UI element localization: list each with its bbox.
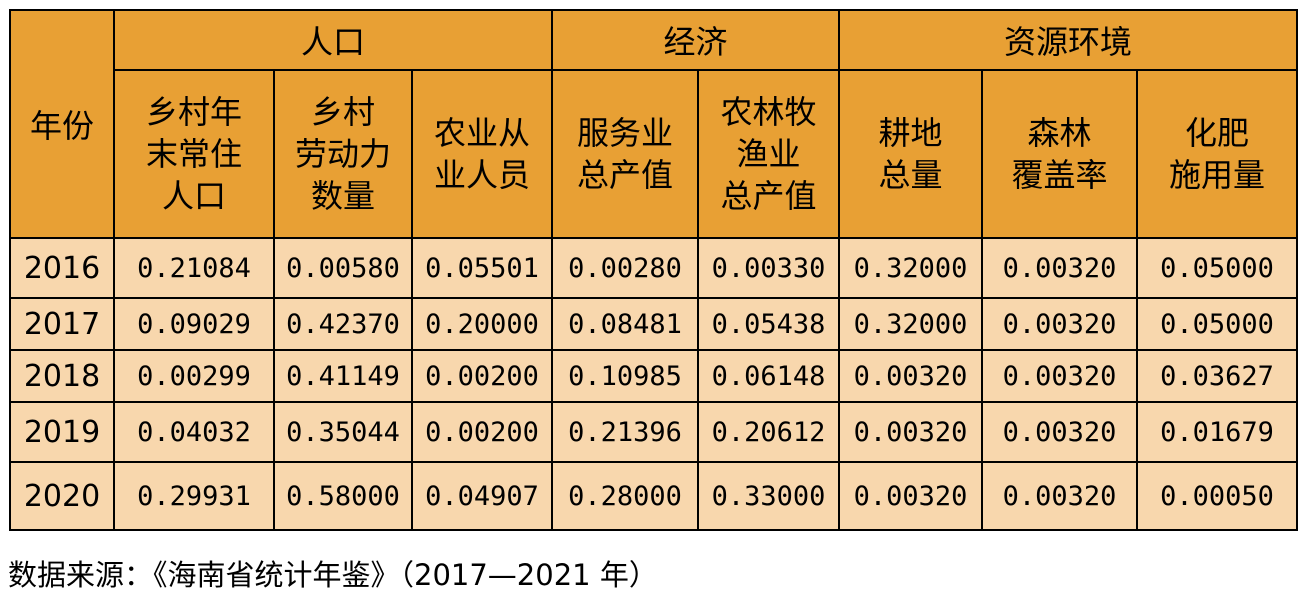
column-header-farmland-total: 耕地 总量 <box>838 69 984 239</box>
column-header-line: 总产值 <box>720 177 817 215</box>
value-cell: 0.00320 <box>981 237 1139 299</box>
value-cell: 0.05000 <box>1136 237 1299 299</box>
value-cell: 0.20000 <box>410 297 554 351</box>
column-header-service-output: 服务业 总产值 <box>551 69 700 239</box>
value-cell: 0.00299 <box>113 349 275 403</box>
value-cell: 0.03627 <box>1136 349 1299 403</box>
column-header-line: 农业从 <box>434 114 531 152</box>
source-note: 数据来源：《海南省统计年鉴》（2017—2021 年） <box>8 558 658 592</box>
column-header-fertilizer-usage: 化肥 施用量 <box>1136 69 1299 239</box>
value-cell: 0.09029 <box>113 297 275 351</box>
value-cell: 0.29931 <box>113 461 275 531</box>
column-header-agriculture-output: 农林牧 渔业 总产值 <box>697 69 841 239</box>
column-header-rural-labor-force: 乡村 劳动力 数量 <box>273 69 413 239</box>
value-cell: 0.00200 <box>410 401 554 463</box>
column-header-rural-resident-population: 乡村年 末常住 人口 <box>113 69 275 239</box>
table-row: 2020 0.29931 0.58000 0.04907 0.28000 0.33000 0… <box>9 461 1299 531</box>
year-header: 年份 <box>9 9 115 239</box>
value-cell: 0.20612 <box>697 401 841 463</box>
value-cell: 0.08481 <box>551 297 700 351</box>
value-cell: 0.00320 <box>838 349 984 403</box>
value-cell: 0.58000 <box>273 461 413 531</box>
value-cell: 0.00050 <box>1136 461 1299 531</box>
column-header-line: 数量 <box>310 177 375 215</box>
table-body: 2016 0.21084 0.00580 0.05501 0.00280 0.00330 0… <box>9 237 1299 531</box>
column-header-line: 服务业 <box>577 114 674 152</box>
column-header-line: 乡村年 <box>145 93 242 131</box>
column-header-line: 化肥 <box>1185 114 1250 152</box>
column-header-line: 森林 <box>1027 114 1092 152</box>
value-cell: 0.00200 <box>410 349 554 403</box>
value-cell: 0.04907 <box>410 461 554 531</box>
column-header-line: 总量 <box>878 156 943 194</box>
year-cell: 2020 <box>9 461 115 531</box>
group-header-economy: 经济 <box>551 9 841 71</box>
value-cell: 0.04032 <box>113 401 275 463</box>
value-cell: 0.00320 <box>981 297 1139 351</box>
value-cell: 0.00320 <box>981 401 1139 463</box>
value-cell: 0.01679 <box>1136 401 1299 463</box>
value-cell: 0.21084 <box>113 237 275 299</box>
group-header-population: 人口 <box>112 9 554 71</box>
value-cell: 0.42370 <box>273 297 413 351</box>
group-header-row: 年份 人口 经济 资源环境 <box>9 9 1299 239</box>
table-row: 2019 0.04032 0.35044 0.00200 0.21396 0.20612 0… <box>9 401 1299 463</box>
value-cell: 0.41149 <box>273 349 413 403</box>
column-header-line: 耕地 <box>878 114 943 152</box>
value-cell: 0.00320 <box>838 401 984 463</box>
column-header-row: 乡村年 末常住 人口 乡村 劳动力 数量 农业从 业人员 服务业 总产值 农林牧 渔业 总产值 耕地 总量森… <box>10 69 1299 239</box>
value-cell: 0.00330 <box>697 237 841 299</box>
year-cell: 2019 <box>9 401 115 463</box>
column-header-line: 总产值 <box>577 156 674 194</box>
column-header-line: 乡村 <box>310 93 375 131</box>
value-cell: 0.10985 <box>551 349 700 403</box>
table-row: 2016 0.21084 0.00580 0.05501 0.00280 0.00330 0… <box>9 237 1299 299</box>
year-cell: 2016 <box>9 237 115 299</box>
column-header-line: 末常住 <box>145 135 242 173</box>
indicator-table: 年份 人口 经济 资源环境 乡村年 末常住 人口 乡村 劳动力 数量 农业从 业人员 服务业 总产… <box>9 9 1299 531</box>
column-header-line: 劳动力 <box>294 135 391 173</box>
table-row: 2017 0.09029 0.42370 0.20000 0.08481 0.05438 0… <box>9 297 1299 351</box>
value-cell: 0.00580 <box>273 237 413 299</box>
value-cell: 0.35044 <box>273 401 413 463</box>
year-cell: 2017 <box>9 297 115 351</box>
value-cell: 0.28000 <box>551 461 700 531</box>
column-header-line: 渔业 <box>736 135 801 173</box>
group-header-resources-environment: 资源环境 <box>838 9 1299 71</box>
value-cell: 0.06148 <box>697 349 841 403</box>
year-cell: 2018 <box>9 349 115 403</box>
value-cell: 0.05501 <box>410 237 554 299</box>
value-cell: 0.32000 <box>838 297 984 351</box>
column-header-line: 施用量 <box>1169 156 1266 194</box>
value-cell: 0.00320 <box>838 461 984 531</box>
column-header-line: 农林牧 <box>720 93 817 131</box>
column-header-line: 人口 <box>161 177 226 215</box>
value-cell: 0.21396 <box>551 401 700 463</box>
table-row: 2018 0.00299 0.41149 0.00200 0.10985 0.06148 0… <box>9 349 1299 403</box>
value-cell: 0.05000 <box>1136 297 1299 351</box>
value-cell: 0.00320 <box>981 461 1139 531</box>
column-header-line: 业人员 <box>434 156 531 194</box>
value-cell: 0.33000 <box>697 461 841 531</box>
column-header-line: 覆盖率 <box>1011 156 1108 194</box>
value-cell: 0.05438 <box>697 297 841 351</box>
data-table-container: 年份 人口 经济 资源环境 乡村年 末常住 人口 乡村 劳动力 数量 农业从 业人员 服务业 总产… <box>9 9 1299 531</box>
column-header-agricultural-employees: 农业从 业人员 <box>410 69 554 239</box>
value-cell: 0.00280 <box>551 237 700 299</box>
column-header-forest-coverage: 森林 覆盖率 <box>981 69 1139 239</box>
value-cell: 0.32000 <box>838 237 984 299</box>
value-cell: 0.00320 <box>981 349 1139 403</box>
